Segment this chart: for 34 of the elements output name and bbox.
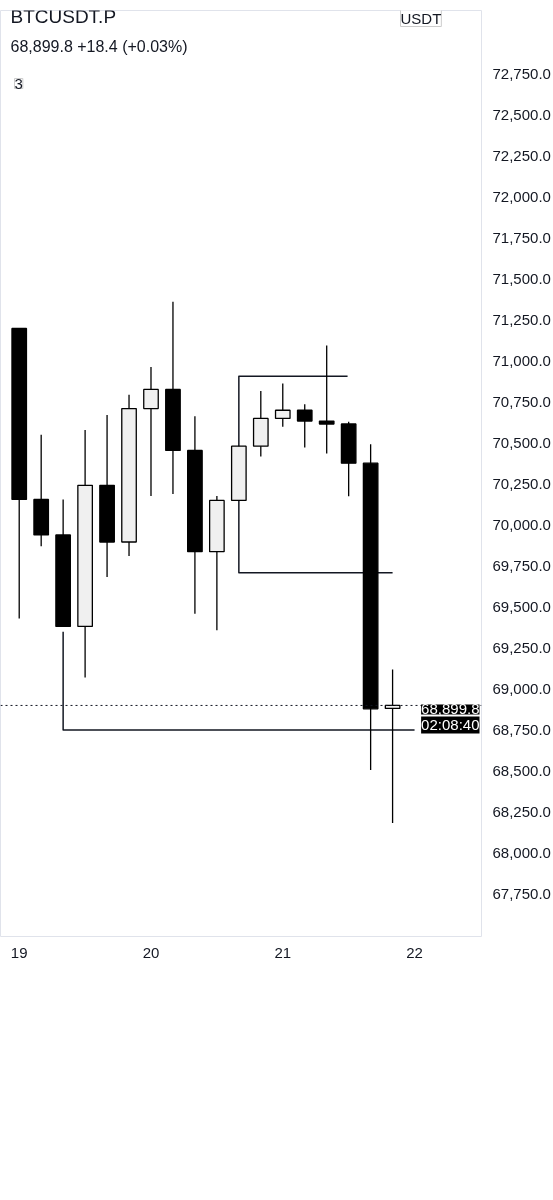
y-tick-label: 70,250.0 [492, 475, 551, 493]
y-tick-label: 71,000.0 [492, 352, 551, 370]
x-tick-label: 21 [274, 943, 292, 961]
y-tick-label: 69,250.0 [492, 639, 551, 657]
y-tick-label: 72,750.0 [492, 65, 551, 83]
candlestick [296, 403, 313, 449]
ref-line-label: 68,899.8 [421, 700, 480, 718]
y-tick-label: 69,000.0 [492, 680, 551, 698]
candlestick [274, 382, 291, 428]
candlestick [143, 366, 159, 497]
y-tick-label: 71,750.0 [492, 229, 551, 247]
y-tick-label: 70,000.0 [492, 516, 551, 534]
annotation: 3 [14, 74, 23, 92]
y-tick-label: 69,750.0 [492, 557, 551, 575]
y-tick-label: 72,000.0 [492, 188, 551, 206]
x-tick-label: 22 [406, 943, 423, 961]
y-tick-label: 68,500.0 [492, 761, 551, 779]
candlestick [318, 344, 335, 455]
x-tick-label: 20 [142, 943, 160, 961]
y-tick-label: 71,250.0 [492, 311, 551, 329]
y-tick-label: 72,250.0 [492, 147, 551, 165]
y-tick-label: 69,500.0 [492, 598, 551, 616]
annotation: 02:08:40 [421, 716, 480, 734]
y-tick-label: 71,500.0 [492, 270, 551, 288]
y-tick-label: 70,750.0 [492, 393, 551, 411]
y-tick-label: 67,750.0 [492, 884, 551, 902]
x-tick-label: 19 [10, 943, 28, 961]
y-tick-label: 68,000.0 [492, 843, 551, 861]
y-tick-label: 68,250.0 [492, 802, 551, 820]
text: 68,899.8 +18.4 (+0.03%) [10, 37, 188, 55]
y-tick-label: 68,750.0 [492, 720, 551, 738]
y-tick-label: 72,500.0 [492, 106, 551, 124]
y-tick-label: 70,500.0 [492, 434, 551, 452]
annotation: USDT [400, 9, 442, 27]
